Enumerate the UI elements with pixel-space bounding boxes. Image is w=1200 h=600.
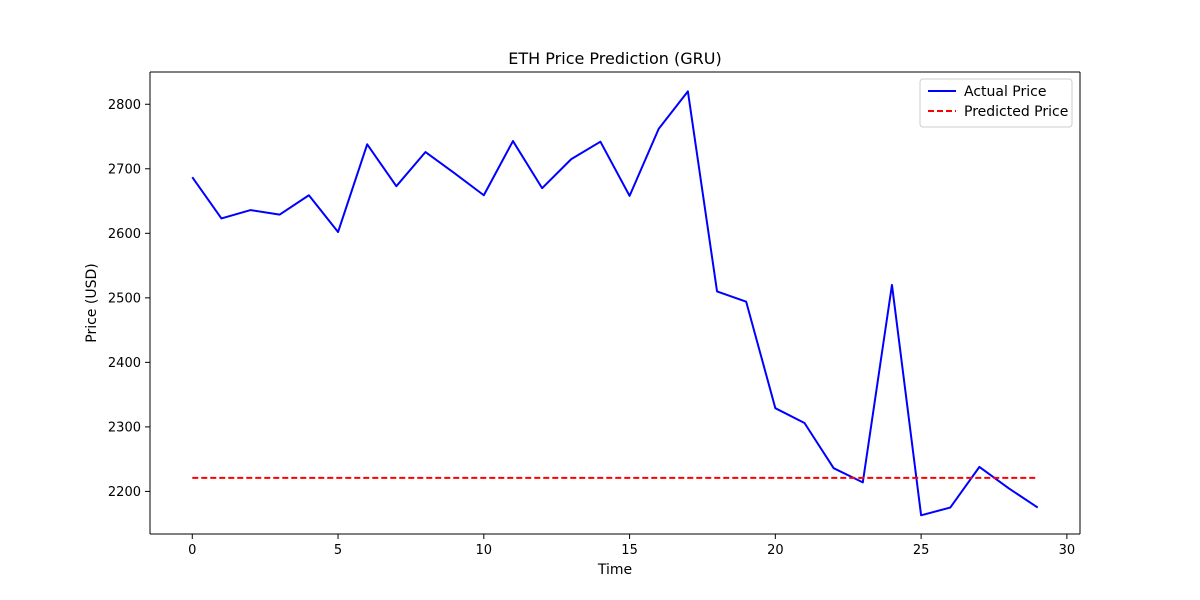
x-tick-label: 10 xyxy=(476,543,493,558)
legend-frame xyxy=(919,78,1073,128)
x-tick-label: 5 xyxy=(334,543,342,558)
y-axis-ticks: 2200 2300 2400 2500 2600 2700 2800 xyxy=(108,98,150,500)
y-tick-label: 2800 xyxy=(108,98,141,113)
x-axis-title: Time xyxy=(597,562,632,578)
y-tick-label: 2200 xyxy=(108,485,141,500)
plot-area xyxy=(149,71,1081,535)
series-line-0 xyxy=(191,90,1039,517)
y-tick-label: 2400 xyxy=(108,356,141,371)
y-tick-label: 2700 xyxy=(108,162,141,177)
legend: Actual Price Predicted Price xyxy=(919,78,1073,128)
legend-label-actual: Actual Price xyxy=(964,84,1046,100)
x-tick-label: 0 xyxy=(188,543,196,558)
y-tick-label: 2300 xyxy=(108,420,141,435)
chart-title: ETH Price Prediction (GRU) xyxy=(508,49,721,68)
y-tick-label: 2600 xyxy=(108,227,141,242)
x-tick-label: 15 xyxy=(621,543,638,558)
x-tick-label: 30 xyxy=(1059,543,1076,558)
y-axis-title: Price (USD) xyxy=(84,263,100,342)
y-tick-label: 2500 xyxy=(108,291,141,306)
legend-label-predicted: Predicted Price xyxy=(964,104,1068,120)
x-axis-ticks: 0 5 10 15 20 25 30 xyxy=(188,534,1075,558)
x-tick-label: 20 xyxy=(767,543,784,558)
x-tick-label: 25 xyxy=(913,543,930,558)
